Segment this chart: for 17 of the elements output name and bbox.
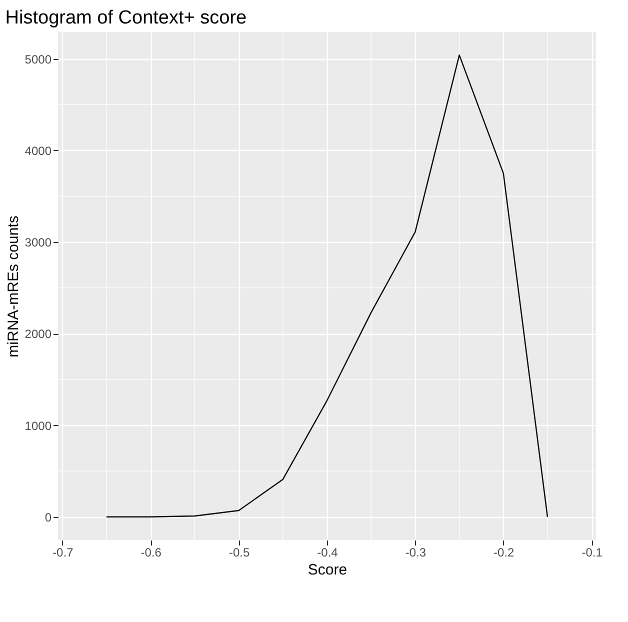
y-tick-label: 1000: [24, 418, 52, 433]
x-tick-label: -0.3: [405, 546, 426, 560]
y-tick-label: 0: [44, 510, 52, 524]
x-tick-label: -0.5: [228, 546, 250, 560]
x-tick-label: -0.4: [317, 546, 338, 560]
x-tick-label: -0.2: [494, 546, 515, 560]
y-tick-label: 2000: [24, 327, 52, 342]
y-tick-label: 3000: [24, 236, 52, 250]
chart-title: Histogram of Context+ score: [5, 8, 247, 29]
x-tick-label: -0.6: [140, 546, 162, 560]
x-axis-title: Score: [308, 562, 348, 578]
line-series: [106, 54, 548, 518]
x-tick-label: -0.7: [52, 546, 74, 560]
y-tick-label: 5000: [24, 52, 52, 66]
y-axis-title: miRNA-mREs counts: [4, 216, 22, 358]
y-tick-label: 4000: [24, 144, 52, 158]
x-tick-label: -0.1: [582, 546, 603, 560]
